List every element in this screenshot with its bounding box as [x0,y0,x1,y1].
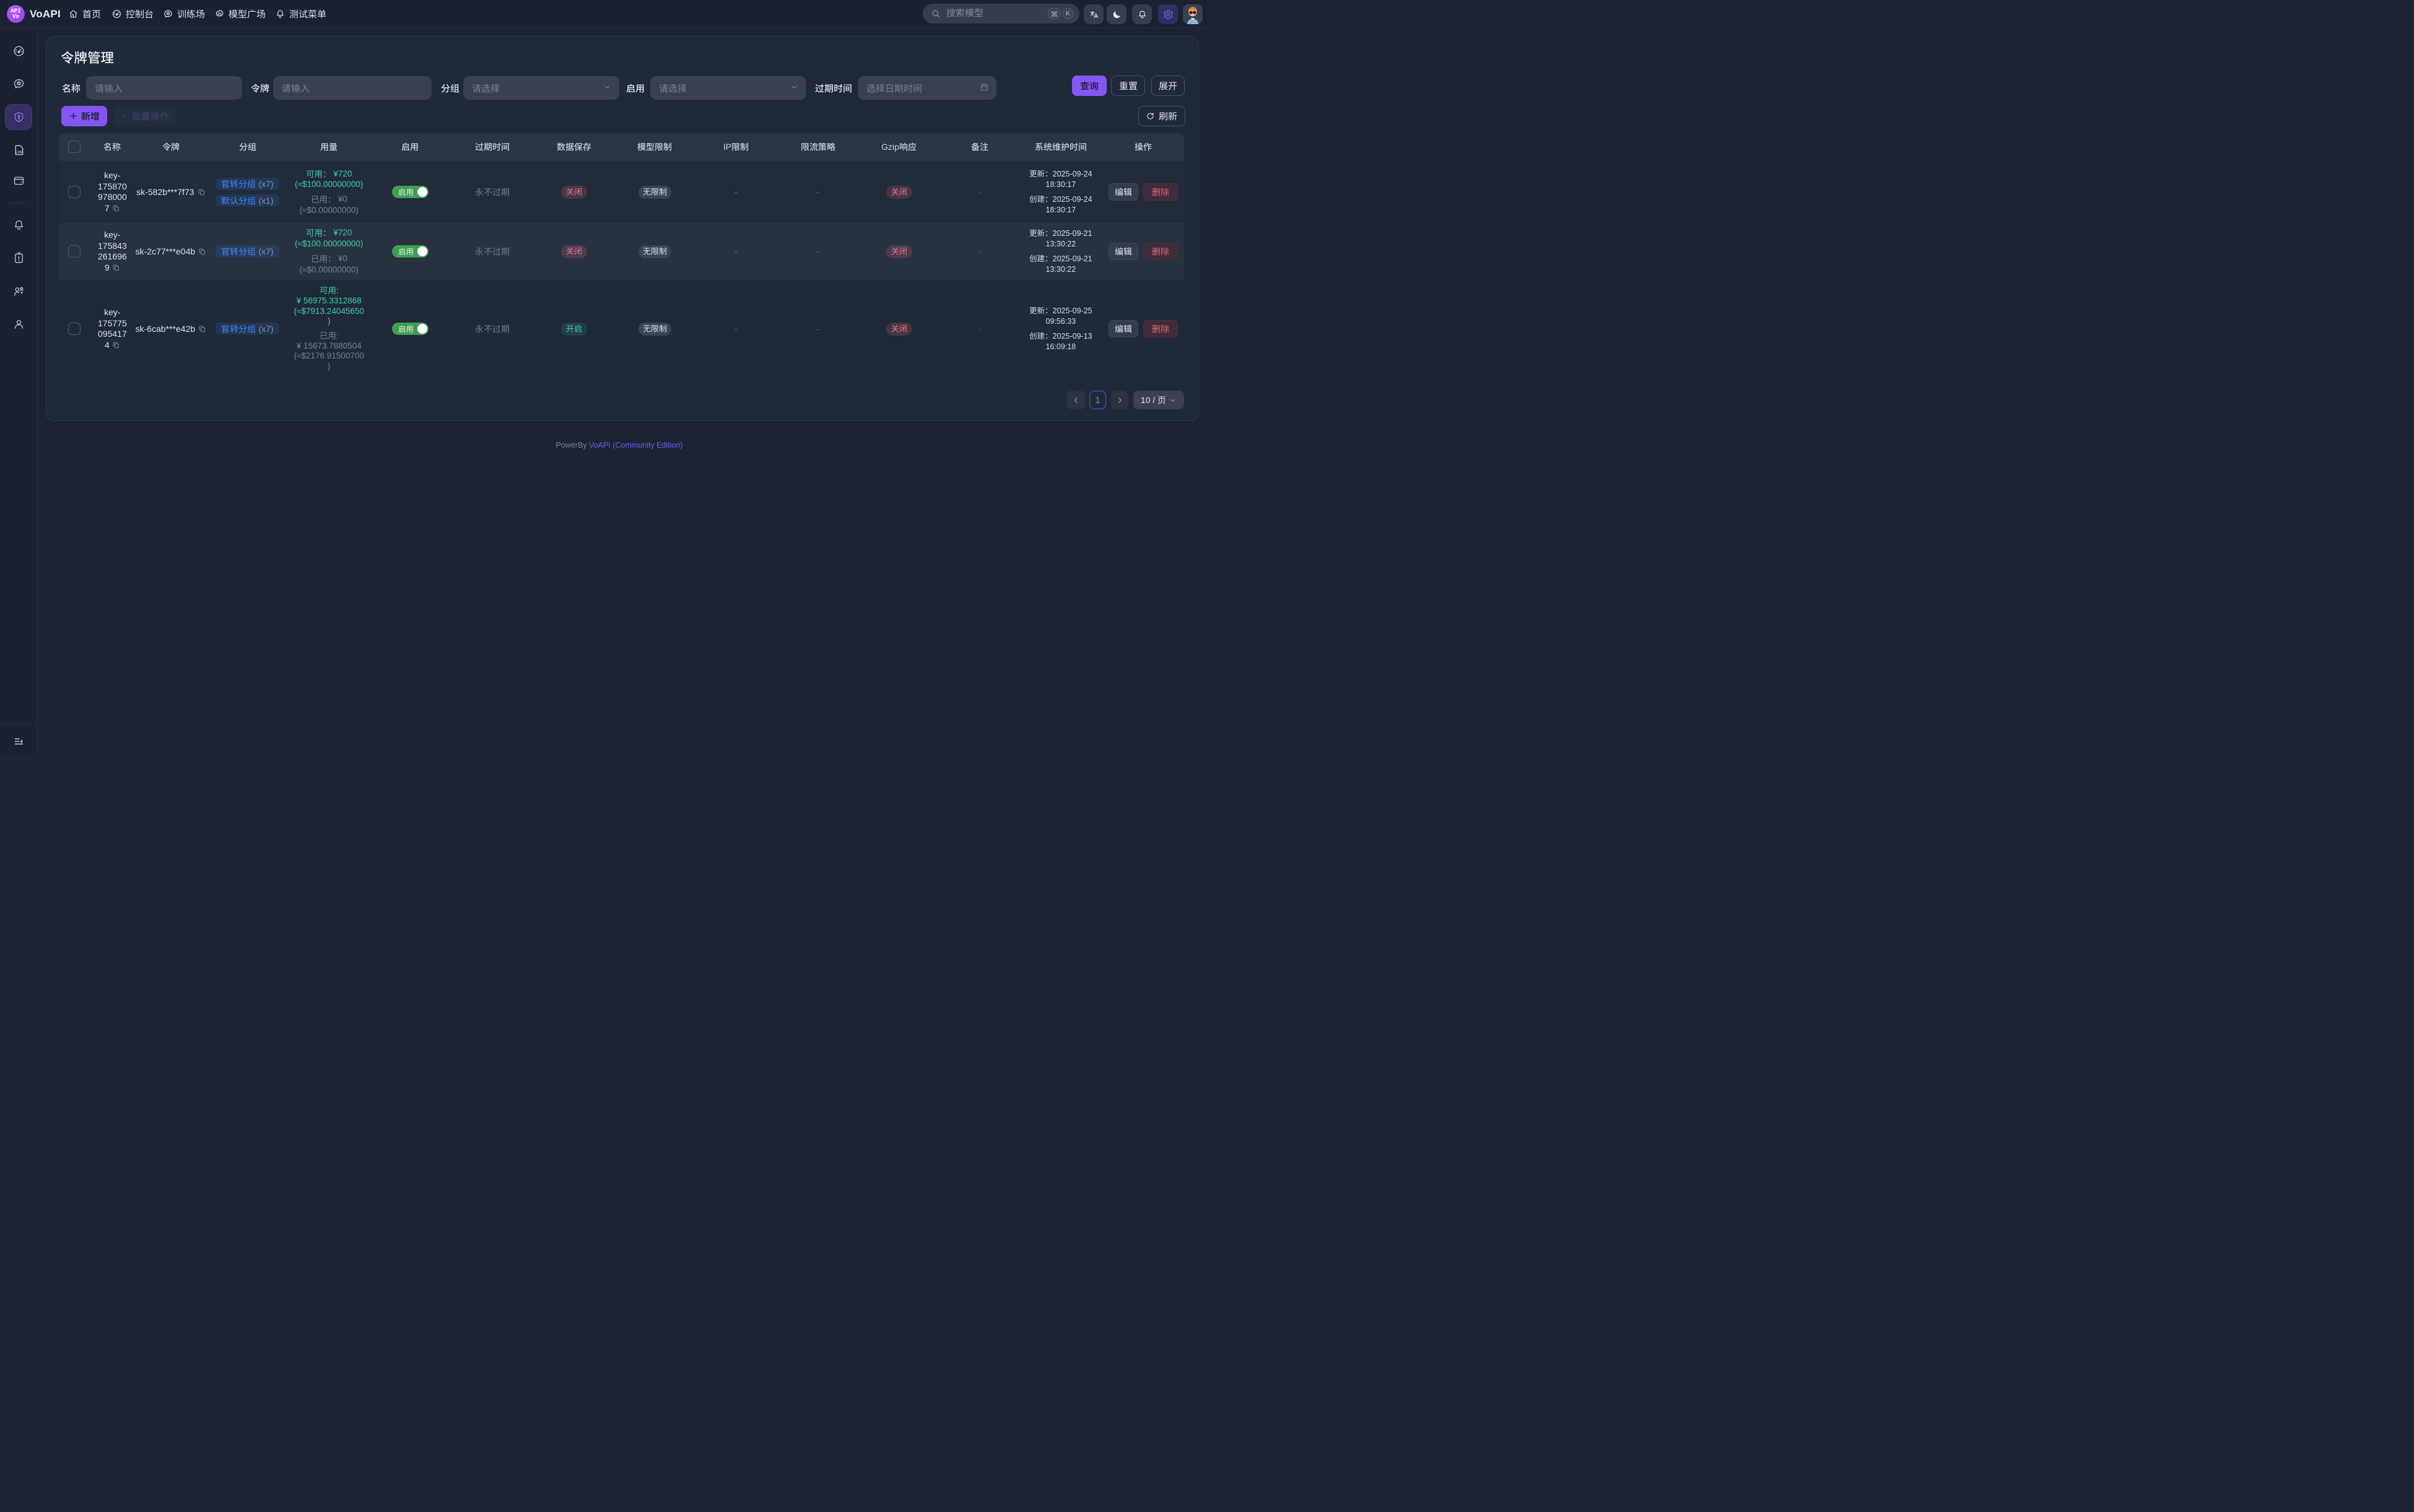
svg-text:AI: AI [217,13,221,17]
svg-text:LOG: LOG [15,150,23,154]
